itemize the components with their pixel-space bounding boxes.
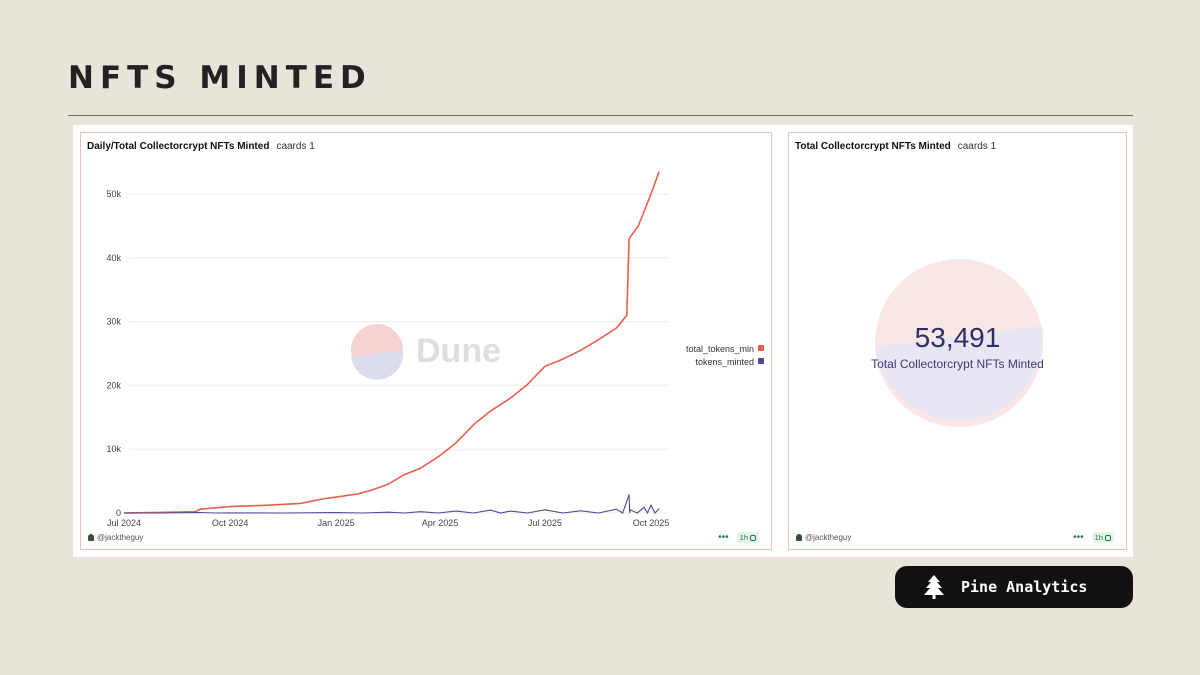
more-options-icon[interactable]: ••• bbox=[718, 531, 729, 543]
pine-analytics-badge: Pine Analytics bbox=[895, 566, 1133, 608]
counter-watermark bbox=[875, 259, 1043, 427]
x-tick-label: Oct 2024 bbox=[212, 518, 249, 528]
x-tick-label: Jul 2024 bbox=[107, 518, 141, 528]
legend-label[interactable]: total_tokens_min bbox=[686, 344, 754, 354]
counter-card-subtitle: caards 1 bbox=[957, 141, 997, 152]
more-options-icon[interactable]: ••• bbox=[1073, 531, 1084, 543]
y-tick-label: 10k bbox=[106, 444, 121, 454]
refresh-badge[interactable]: 1h bbox=[736, 532, 759, 543]
legend-label[interactable]: tokens_minted bbox=[695, 357, 754, 367]
series-line-tokens_minted[interactable] bbox=[124, 494, 660, 515]
dune-wordmark: Dune bbox=[416, 332, 501, 370]
counter-label: Total Collectorcrypt NFTs Minted bbox=[871, 357, 1044, 371]
legend-swatch bbox=[758, 345, 764, 351]
counter-value: 53,491 bbox=[914, 322, 1001, 353]
counter-card: Total Collectorcrypt NFTs Minted caards 1… bbox=[788, 132, 1127, 550]
counter-footer-actions: ••• 1h bbox=[1073, 532, 1114, 543]
line-chart-subtitle: caards 1 bbox=[276, 141, 315, 152]
y-tick-label: 40k bbox=[106, 253, 121, 263]
line-chart-footer-actions: ••• 1h bbox=[718, 532, 759, 543]
user-avatar-icon bbox=[796, 534, 802, 541]
dune-logo-lower-icon bbox=[351, 350, 404, 380]
y-tick-label: 0 bbox=[116, 508, 121, 518]
title-divider bbox=[68, 115, 1133, 116]
line-chart-card: Daily/Total Collectorcrypt NFTs Minted ca… bbox=[80, 132, 772, 550]
user-avatar-icon bbox=[88, 534, 94, 541]
line-chart-header: Daily/Total Collectorcrypt NFTs Minted ca… bbox=[87, 141, 315, 152]
brand-name: Pine Analytics bbox=[961, 578, 1088, 596]
refresh-check-icon bbox=[1105, 534, 1111, 541]
line-chart-svg: Dune 0 10k 20k 30k 40k 50k Jul 2024 Oct 2024 Jan… bbox=[106, 171, 764, 528]
counter-card-title: Total Collectorcrypt NFTs Minted bbox=[795, 141, 951, 152]
line-chart-title: Daily/Total Collectorcrypt NFTs Minted bbox=[87, 141, 270, 152]
x-tick-label: Apr 2025 bbox=[422, 518, 459, 528]
legend-swatch bbox=[758, 358, 764, 364]
y-tick-label: 30k bbox=[106, 317, 121, 327]
y-tick-label: 50k bbox=[106, 189, 121, 199]
counter-author-handle: @jacktheguy bbox=[805, 533, 852, 542]
x-tick-label: Jul 2025 bbox=[528, 518, 562, 528]
refresh-check-icon bbox=[750, 534, 756, 541]
counter-watermark-lower-icon bbox=[875, 326, 1043, 421]
counter-author[interactable]: @jacktheguy bbox=[796, 533, 851, 542]
pine-tree-icon bbox=[924, 575, 944, 599]
x-tick-label: Jan 2025 bbox=[318, 518, 355, 528]
x-tick-label: Oct 2025 bbox=[633, 518, 670, 528]
series-line-total_tokens_minted[interactable] bbox=[123, 171, 660, 514]
dune-watermark: Dune bbox=[351, 324, 501, 380]
refresh-badge[interactable]: 1h bbox=[1091, 532, 1114, 543]
y-tick-label: 20k bbox=[106, 380, 121, 390]
line-chart-author[interactable]: @jacktheguy bbox=[88, 533, 143, 542]
refresh-interval: 1h bbox=[1094, 533, 1103, 542]
page-title: NFTS MINTED bbox=[68, 60, 372, 96]
counter-card-header: Total Collectorcrypt NFTs Minted caards 1 bbox=[795, 141, 996, 152]
refresh-interval: 1h bbox=[739, 533, 748, 542]
line-chart-author-handle: @jacktheguy bbox=[97, 533, 144, 542]
